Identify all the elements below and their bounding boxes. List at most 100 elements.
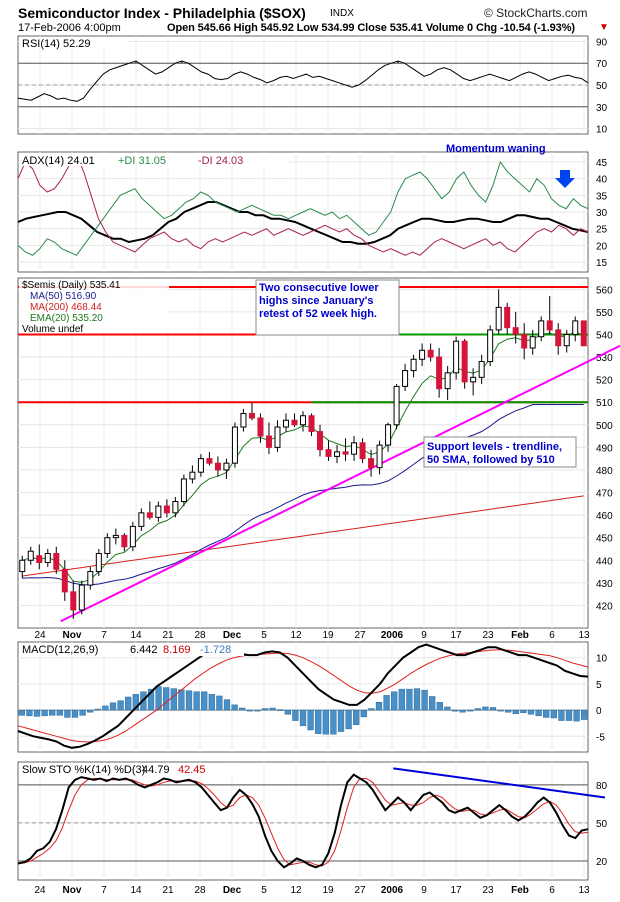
macd-histogram-bar	[345, 709, 352, 730]
candle-body	[78, 584, 85, 611]
candle-body	[359, 442, 366, 460]
stoch-x-tick-label: 7	[101, 885, 107, 896]
stoch-y-tick-label: 80	[596, 781, 608, 792]
stoch-x-tick-label: 21	[162, 885, 174, 896]
price-x-tick-label: 7	[101, 630, 107, 641]
rsi-y-tick-label: 70	[596, 59, 608, 70]
rsi-y-tick-label: 50	[596, 81, 608, 92]
macd-histogram-bar	[132, 694, 139, 711]
candle-body	[240, 412, 247, 428]
candle-body	[529, 336, 536, 349]
candle-body	[521, 333, 528, 349]
macd-histogram-bar	[185, 690, 193, 711]
macd-histogram-bar	[322, 709, 329, 735]
candle-body	[121, 534, 128, 548]
macd-histogram-bar	[269, 707, 276, 711]
macd-histogram-bar	[56, 709, 63, 716]
adx-y-tick-label: 45	[596, 158, 608, 169]
volume-legend: Volume undef	[22, 324, 83, 335]
macd-panel-frame	[17, 641, 589, 753]
price-x-tick-label: 19	[322, 630, 334, 641]
adx-y-tick-label: 30	[596, 208, 608, 219]
price-x-tick-label: 27	[354, 630, 366, 641]
price-x-tick-label: Feb	[511, 630, 529, 641]
support-annotation-box	[423, 436, 577, 468]
macd-histogram-bar	[535, 709, 542, 717]
stoch-x-tick-label: 13	[578, 885, 590, 896]
price-x-tick-label: 28	[194, 630, 206, 641]
macd-histogram-bar	[398, 688, 405, 711]
macd-histogram-bar	[261, 708, 269, 711]
price-y-tick-label: 540	[596, 330, 613, 341]
macd-histogram-bar	[406, 688, 413, 711]
candle-body	[274, 426, 281, 448]
stoch-series-k	[17, 773, 589, 869]
price-x-tick-label: 5	[261, 630, 267, 641]
price-y-tick-label: 450	[596, 534, 613, 545]
stoch-x-tick-label: 28	[194, 885, 206, 896]
macd-histogram-bar	[147, 688, 155, 711]
stoch-x-tick-label: 17	[450, 885, 462, 896]
price-y-tick-label: 460	[596, 511, 613, 522]
macd-histogram-bar	[239, 707, 246, 711]
chart-title: Semiconductor Index - Philadelphia ($SOX…	[18, 5, 306, 21]
macd-histogram-bar	[527, 709, 535, 715]
candle-body	[342, 451, 349, 455]
macd-histogram-bar	[550, 709, 557, 719]
macd-histogram-bar	[375, 701, 383, 711]
macd-histogram-bar	[299, 709, 307, 727]
price-x-tick-label: 21	[162, 630, 174, 641]
price-y-tick-label: 470	[596, 489, 613, 500]
candle-body	[470, 376, 477, 383]
resistance-annotation-line: highs since January's	[259, 295, 374, 307]
macd-histogram-bar	[451, 709, 459, 712]
macd-histogram-bar	[246, 709, 253, 712]
price-legend-bg	[19, 279, 169, 331]
macd-histogram-bar	[421, 689, 428, 711]
stoch-legend-d: 42.45	[178, 764, 206, 776]
macd-histogram-bar	[391, 691, 398, 711]
resistance-annotation-line: retest of 52 week high.	[259, 308, 377, 320]
rsi-y-tick-label: 10	[596, 125, 608, 136]
candle-body	[291, 419, 298, 426]
macd-histogram-bar	[254, 709, 261, 712]
adx-series-adx	[17, 201, 589, 245]
macd-histogram-bar	[231, 704, 238, 711]
candle-body	[180, 478, 187, 503]
stoch-x-tick-label: Dec	[223, 885, 242, 896]
candle-body	[104, 537, 111, 554]
macd-histogram-bar	[497, 709, 504, 712]
price-y-tick-label: 510	[596, 398, 613, 409]
candle-body	[487, 329, 494, 363]
candle-body	[155, 505, 162, 518]
macd-histogram-bar	[383, 695, 390, 711]
price-y-tick-label: 420	[596, 601, 613, 612]
macd-histogram-bar	[474, 708, 481, 711]
price-x-tick-label: 13	[578, 630, 590, 641]
adx-y-tick-label: 40	[596, 175, 608, 186]
macd-histogram-bar	[520, 709, 527, 713]
momentum-annotation: Momentum waning	[446, 143, 546, 155]
stoch-legend-bg	[19, 763, 249, 776]
adx-series-plus_di	[17, 160, 589, 256]
price-y-tick-label: 560	[596, 285, 613, 296]
candle-body	[206, 458, 213, 464]
price-y-tick-label: 500	[596, 421, 613, 432]
resistance-annotation-box	[255, 279, 400, 336]
candle-body	[265, 435, 272, 448]
candle-body	[146, 512, 153, 518]
price-x-tick-label: 23	[482, 630, 494, 641]
candle-body	[512, 327, 519, 335]
macd-histogram-bar	[368, 708, 375, 711]
macd-histogram-bar	[87, 709, 94, 713]
macd-signal-line	[17, 649, 589, 743]
candle-body	[538, 320, 545, 338]
price-y-tick-label: 480	[596, 466, 613, 477]
ma50-legend: MA(50) 516.90	[30, 291, 97, 302]
candle-body	[572, 320, 579, 335]
macd-histogram-bar	[94, 708, 101, 711]
macd-histogram-bar	[18, 709, 25, 716]
macd-histogram-bar	[581, 709, 588, 720]
stoch-x-tick-label: 23	[482, 885, 494, 896]
ma200-line	[22, 495, 584, 577]
